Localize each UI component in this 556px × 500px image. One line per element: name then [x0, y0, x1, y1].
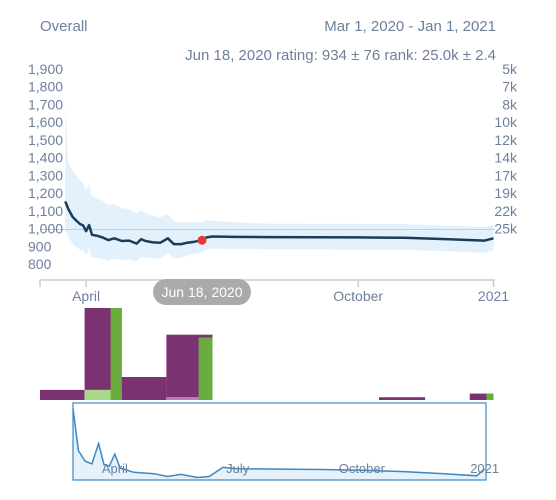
y-left-tick: 1,300: [28, 167, 63, 183]
y-right-tick: 14k: [494, 150, 518, 166]
navigator-tick: October: [339, 461, 386, 476]
highlight-point[interactable]: [197, 235, 207, 245]
activity-bar-green: [198, 337, 213, 400]
x-axis-tick: October: [333, 288, 383, 304]
y-left-tick: 1,700: [28, 96, 63, 112]
y-left-tick: 900: [28, 238, 52, 254]
x-axis-tick: 2021: [478, 288, 509, 304]
y-right-tick: 10k: [494, 114, 518, 130]
navigator-tick: July: [226, 461, 250, 476]
activity-bar-segment: [40, 389, 85, 400]
y-right-tick: 19k: [494, 185, 518, 201]
navigator-tick: April: [102, 461, 128, 476]
navigator-line: [72, 408, 486, 479]
activity-bar-segment: [166, 397, 213, 400]
y-left-tick: 1,500: [28, 132, 63, 148]
navigator-window[interactable]: [72, 402, 487, 481]
chart-title: Overall: [40, 18, 88, 35]
activity-bar-segment: [84, 389, 122, 400]
activity-bar-segment: [469, 393, 494, 400]
y-right-tick: 5k: [502, 61, 518, 77]
y-right-tick: 12k: [494, 132, 518, 148]
y-right-tick: 25k: [494, 221, 518, 237]
y-left-tick: 1,400: [28, 150, 63, 166]
y-right-tick: 7k: [502, 79, 518, 95]
y-right-tick: 8k: [502, 96, 518, 112]
y-left-tick: 1,000: [28, 221, 63, 237]
y-right-tick: 22k: [494, 203, 518, 219]
activity-bar-segment: [121, 377, 167, 400]
activity-bar-green: [486, 393, 494, 400]
activity-bar-green: [110, 308, 122, 400]
y-left-tick: 1,900: [28, 61, 63, 77]
y-left-tick: 800: [28, 256, 52, 272]
navigator-tick: 2021: [470, 461, 499, 476]
y-left-tick: 1,100: [28, 203, 63, 219]
rating-line: [64, 200, 494, 246]
x-axis-tick: April: [72, 288, 100, 304]
y-right-tick: 17k: [494, 167, 518, 183]
tooltip-pill: [153, 279, 251, 305]
date-range[interactable]: Mar 1, 2020 - Jan 1, 2021: [324, 18, 496, 35]
hover-readout: Jun 18, 2020 rating: 934 ± 76 rank: 25.0…: [185, 47, 496, 64]
y-left-tick: 1,200: [28, 185, 63, 201]
confidence-band-spike: [65, 104, 70, 211]
y-left-tick: 1,600: [28, 114, 63, 130]
navigator-fill: [73, 408, 485, 480]
confidence-band: [65, 152, 494, 262]
activity-bar-segment: [379, 397, 426, 400]
tooltip-label: Jun 18, 2020: [162, 284, 243, 300]
y-left-tick: 1,800: [28, 79, 63, 95]
